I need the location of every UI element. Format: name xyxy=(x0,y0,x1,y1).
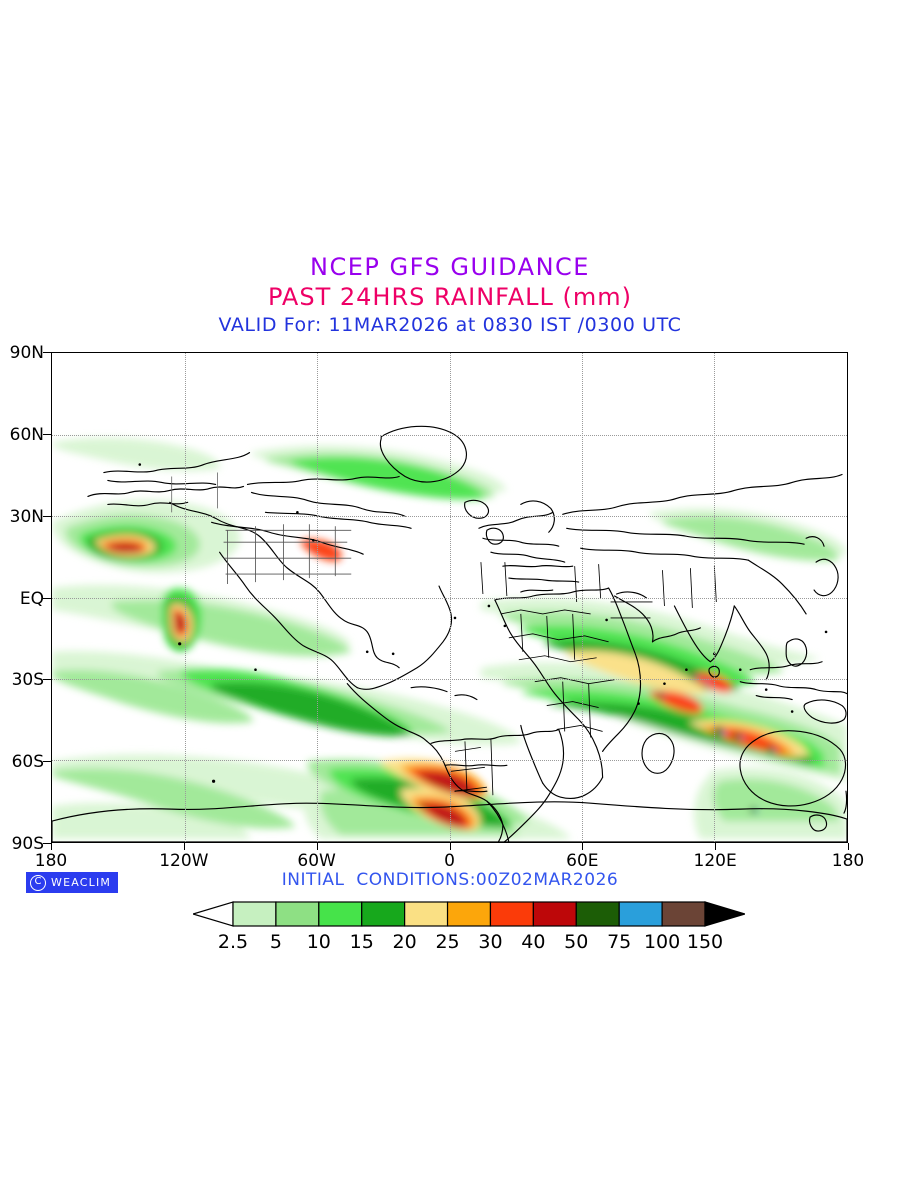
colorbar-tick-label: 5 xyxy=(270,931,282,953)
colorbar-tick-label: 20 xyxy=(393,931,417,953)
colorbar-tick-label: 30 xyxy=(478,931,502,953)
colorbar-swatches xyxy=(193,900,745,930)
colorbar-band[interactable] xyxy=(619,902,662,926)
colorbar-tick-label: 50 xyxy=(564,931,588,953)
initial-conditions-label: INITIAL CONDITIONS:00Z02MAR2026 xyxy=(0,870,900,890)
valid-time-label: VALID For: 11MAR2026 at 0830 IST /0300 U… xyxy=(0,312,900,338)
latitude-tick-label: 30N xyxy=(2,507,44,527)
colorbar-tick-label: 100 xyxy=(644,931,680,953)
world-rainfall-map xyxy=(52,353,847,842)
colorbar-band[interactable] xyxy=(276,902,319,926)
colorbar-band[interactable] xyxy=(490,902,533,926)
latitude-tick-mark xyxy=(43,598,51,599)
colorbar-tick-label: 25 xyxy=(435,931,459,953)
colorbar-tick-label: 75 xyxy=(607,931,631,953)
colorbar-tick-label: 150 xyxy=(687,931,723,953)
latitude-tick-mark xyxy=(43,679,51,680)
longitude-tick-mark xyxy=(450,843,451,850)
longitude-tick-mark xyxy=(317,843,318,850)
latitude-tick-mark xyxy=(43,516,51,517)
colorbar-band[interactable] xyxy=(662,902,705,926)
longitude-tick-label: 120W xyxy=(144,851,224,871)
colorbar-over-arrow xyxy=(705,902,745,926)
longitude-tick-mark xyxy=(582,843,583,850)
latitude-tick-mark xyxy=(43,434,51,435)
title-block: NCEP GFS GUIDANCE PAST 24HRS RAINFALL (m… xyxy=(0,252,900,338)
latitude-tick-label: 90N xyxy=(2,343,44,363)
longitude-tick-label: 180 xyxy=(11,851,91,871)
longitude-tick-mark xyxy=(715,843,716,850)
latitude-tick-label: EQ xyxy=(2,589,44,609)
page-subtitle: PAST 24HRS RAINFALL (mm) xyxy=(0,282,900,312)
latitude-tick-label: 60S xyxy=(2,752,44,772)
weather-map-page: NCEP GFS GUIDANCE PAST 24HRS RAINFALL (m… xyxy=(0,0,900,1200)
colorbar-tick-label: 2.5 xyxy=(218,931,248,953)
colorbar-under-arrow xyxy=(193,902,233,926)
colorbar-band[interactable] xyxy=(533,902,576,926)
latitude-tick-mark xyxy=(43,352,51,353)
colorbar-band[interactable] xyxy=(362,902,405,926)
longitude-tick-mark xyxy=(184,843,185,850)
colorbar-tick-label: 40 xyxy=(521,931,545,953)
colorbar-band[interactable] xyxy=(576,902,619,926)
latitude-tick-label: 60N xyxy=(2,425,44,445)
longitude-tick-mark xyxy=(51,843,52,850)
longitude-tick-label: 180 xyxy=(808,851,888,871)
longitude-tick-label: 0 xyxy=(410,851,490,871)
colorbar-tick-labels: 2.5 5 10 15 20 25 30 40 50 75 100 150 xyxy=(0,931,900,955)
colorbar-band[interactable] xyxy=(448,902,491,926)
latitude-tick-mark xyxy=(43,843,51,844)
longitude-tick-mark xyxy=(848,843,849,850)
colorbar-band[interactable] xyxy=(233,902,276,926)
latitude-tick-label: 30S xyxy=(2,670,44,690)
page-title: NCEP GFS GUIDANCE xyxy=(0,252,900,282)
colorbar-tick-label: 10 xyxy=(307,931,331,953)
latitude-tick-mark xyxy=(43,761,51,762)
map-plot-area[interactable] xyxy=(51,352,848,843)
colorbar-band[interactable] xyxy=(405,902,448,926)
longitude-tick-label: 60W xyxy=(277,851,357,871)
longitude-tick-label: 60E xyxy=(542,851,622,871)
longitude-tick-label: 120E xyxy=(675,851,755,871)
colorbar-tick-label: 15 xyxy=(350,931,374,953)
colorbar-band[interactable] xyxy=(319,902,362,926)
rainfall-colorbar[interactable] xyxy=(193,900,745,930)
